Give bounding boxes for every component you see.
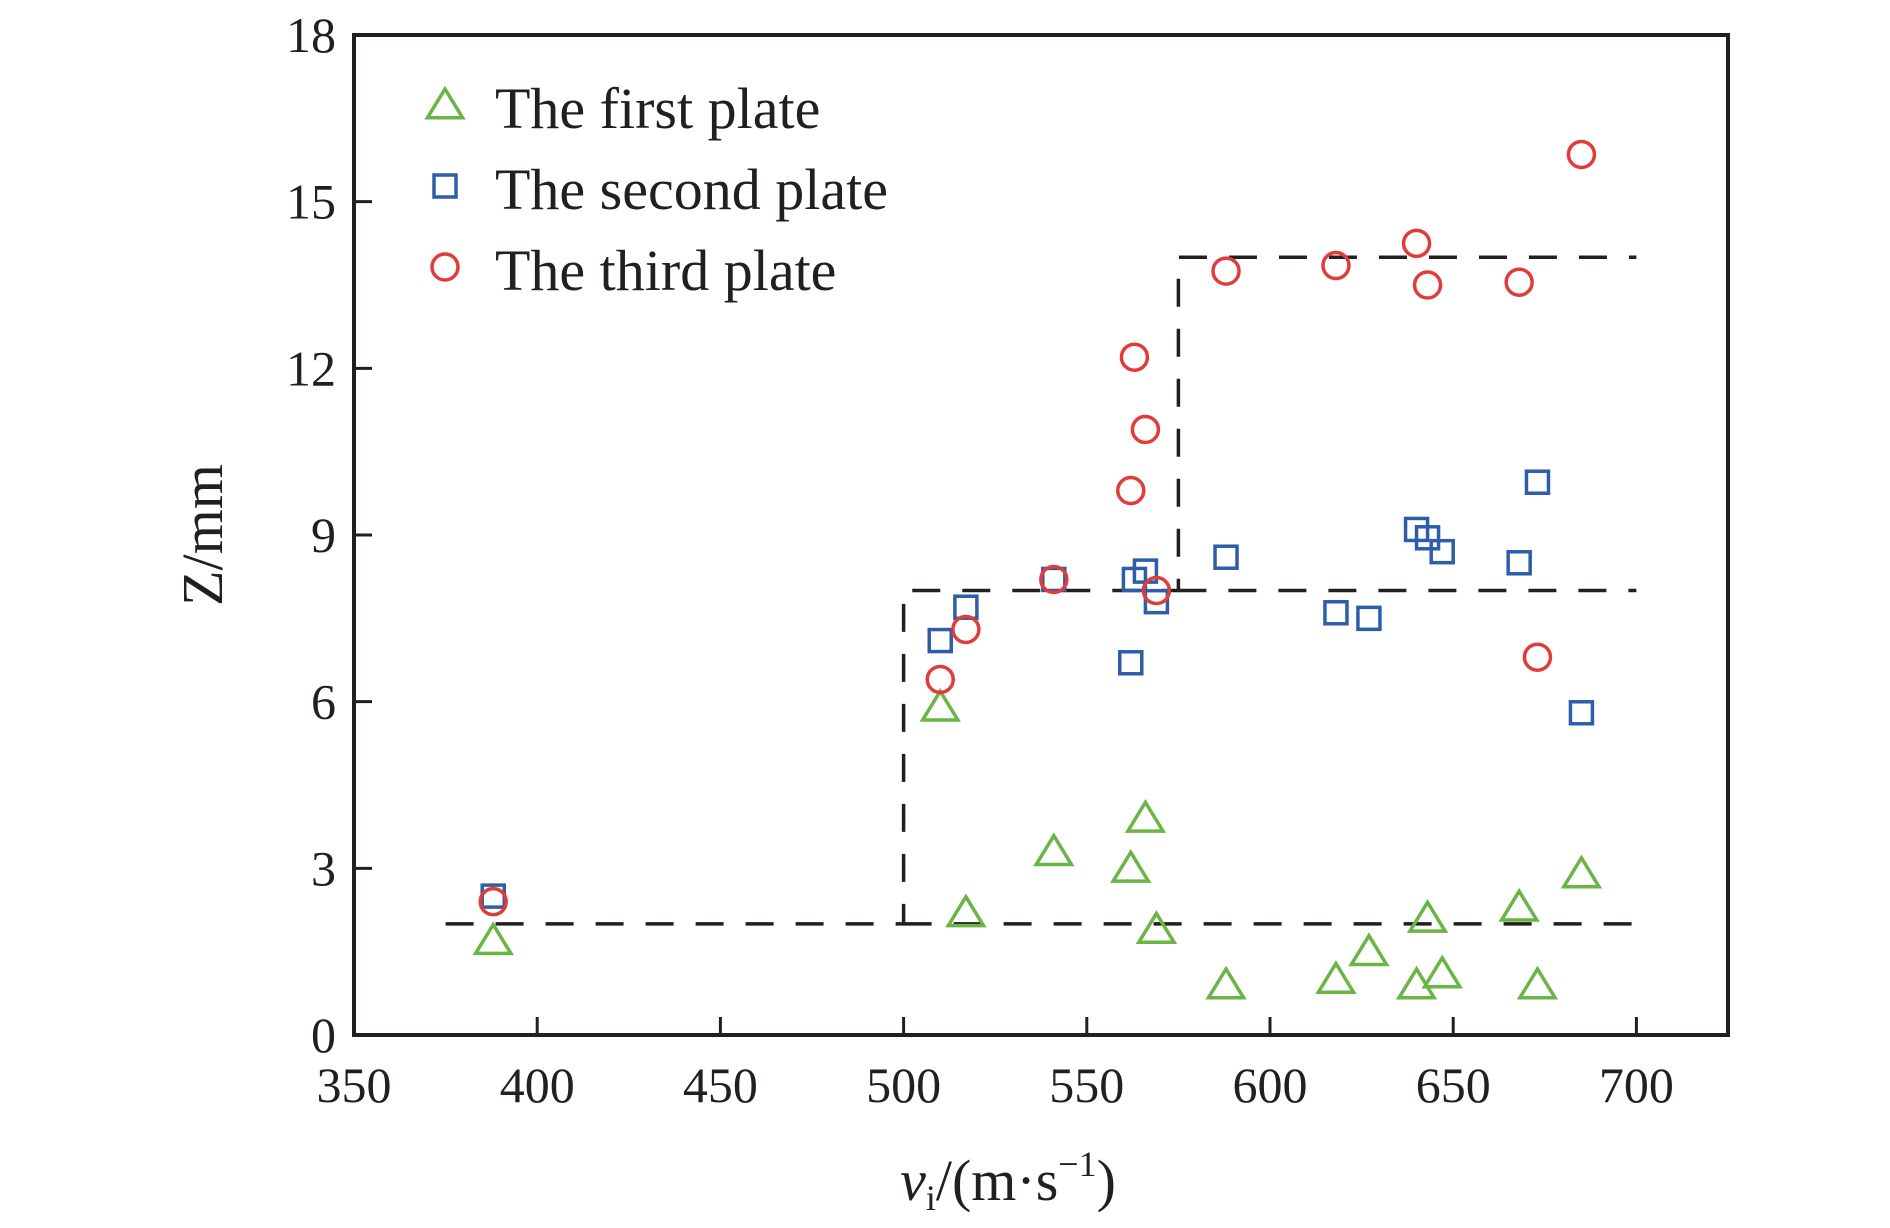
circle-point (1119, 342, 1150, 372)
circle-point (1039, 564, 1069, 595)
square-point (1506, 550, 1532, 576)
data-points (472, 139, 1603, 1000)
triangle-point (1315, 960, 1357, 994)
axis-ticks: 350 400 450 500 550 600 650 700 0 3 6 9 12 15 18 (286, 7, 1674, 1113)
x-tick-label: 350 (317, 1057, 392, 1113)
triangle-point (1348, 932, 1390, 967)
triangle-point (945, 893, 987, 928)
legend-marker (432, 173, 458, 199)
x-axis-label-subscript: i (926, 1178, 936, 1218)
x-tick-label: 650 (1416, 1057, 1491, 1113)
circle-point (1504, 267, 1534, 297)
x-tick-label: 700 (1599, 1057, 1674, 1113)
circle-point (1401, 228, 1432, 259)
triangle-point (1395, 965, 1438, 1000)
x-tick-label: 400 (500, 1057, 575, 1113)
y-tick-label: 9 (311, 507, 336, 563)
legend-item-3: The third plate (430, 238, 836, 303)
square-point (1213, 544, 1239, 570)
legend-label: The second plate (495, 157, 888, 222)
y-axis-label: Z/mm (170, 464, 235, 606)
square-point (1323, 600, 1349, 626)
x-axis-label-close: ) (1097, 1148, 1116, 1213)
triangle-point (1516, 965, 1559, 1000)
square-point (1414, 525, 1441, 551)
circle-point (1141, 575, 1172, 606)
square-point (1524, 469, 1551, 495)
triangle-point (1421, 954, 1463, 989)
circle-point (1412, 270, 1443, 300)
circle-point (1522, 642, 1553, 672)
square-point (1118, 650, 1144, 676)
legend: The first plate The second plate The third… (424, 76, 888, 303)
triangle-point (919, 687, 961, 722)
square-point (927, 627, 953, 654)
square-point (1041, 566, 1067, 593)
square-point (953, 594, 979, 620)
x-tick-label: 550 (1049, 1057, 1124, 1113)
y-tick-label: 18 (286, 7, 336, 63)
x-axis-label-unit: /(m·s (936, 1148, 1058, 1213)
square-point (1429, 538, 1455, 565)
x-tick-label: 500 (866, 1057, 941, 1113)
legend-marker (430, 252, 460, 282)
triangle-point (1498, 887, 1540, 922)
legend-marker (424, 85, 466, 120)
y-tick-label: 15 (286, 174, 336, 230)
reference-line-1 (445, 255, 1637, 926)
triangle-point (1560, 854, 1603, 889)
x-tick-label: 600 (1233, 1057, 1308, 1113)
circle-point (1130, 414, 1161, 445)
triangle-point (1110, 848, 1152, 883)
square-point (1143, 588, 1170, 615)
triangle-point (1124, 798, 1167, 833)
reference-lines (445, 255, 1637, 926)
triangle-point (1033, 832, 1075, 867)
square-point (1356, 605, 1382, 632)
plot-frame (352, 33, 1730, 1037)
y-tick-label: 0 (311, 1007, 336, 1063)
circle-point (478, 886, 508, 917)
series-2 (480, 469, 1595, 909)
y-tick-label: 6 (311, 674, 336, 730)
triangle-point (1205, 965, 1247, 1000)
x-tick-label: 450 (683, 1057, 758, 1113)
series-1 (472, 687, 1603, 1000)
y-tick-label: 12 (286, 340, 336, 396)
triangle-point (1406, 898, 1449, 933)
circle-point (1116, 475, 1146, 506)
legend-item-2: The second plate (432, 157, 888, 222)
legend-label: The first plate (495, 76, 820, 141)
circle-point (1321, 250, 1351, 281)
circle-point (925, 664, 955, 695)
circle-point (1566, 139, 1597, 170)
y-tick-label: 3 (311, 840, 336, 896)
x-axis-label-symbol: v (900, 1148, 926, 1213)
square-point (1568, 700, 1595, 726)
legend-label: The third plate (495, 238, 836, 303)
circle-point (1211, 256, 1241, 286)
x-axis-label-superscript: −1 (1058, 1144, 1096, 1184)
triangle-point (1135, 910, 1178, 944)
triangle-point (472, 921, 514, 956)
legend-item-1: The first plate (424, 76, 820, 141)
circle-point (951, 614, 981, 645)
series-3 (478, 139, 1597, 917)
x-axis-label: vi/(m·s−1) (900, 1144, 1116, 1218)
